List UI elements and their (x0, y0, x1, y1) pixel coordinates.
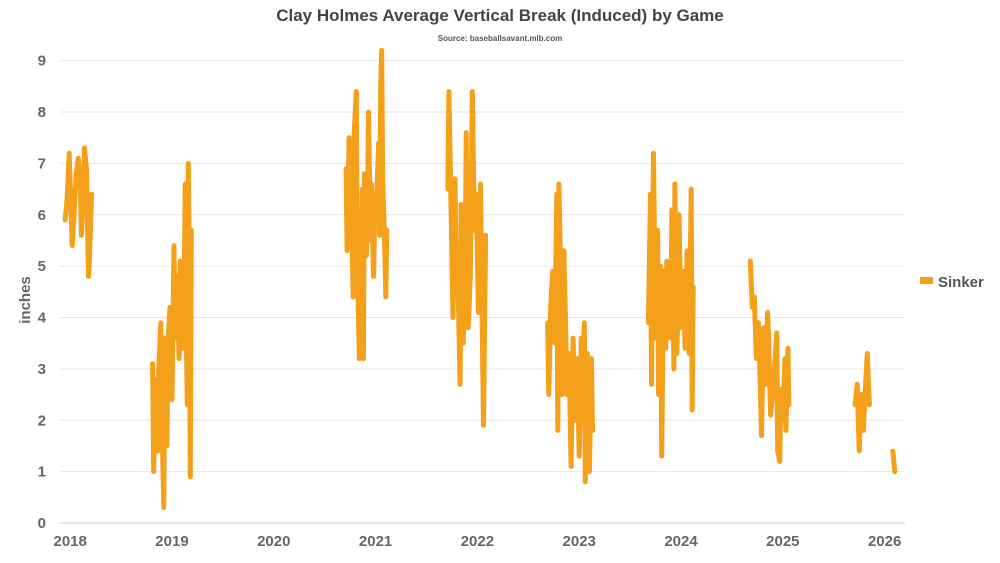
series-line-sinker (747, 258, 792, 464)
series-line-sinker (150, 160, 194, 511)
x-axis-ticks: 2018 2019 2020 2021 2022 2023 2024 2025 2026 (53, 533, 901, 550)
series-line-sinker (445, 89, 489, 428)
x-tick-label: 2026 (868, 533, 901, 550)
series-line-sinker (343, 47, 390, 362)
x-tick-label: 2025 (766, 533, 799, 550)
y-axis-label: inches (17, 276, 34, 324)
chart-subtitle: Source: baseballsavant.mlb.com (437, 34, 563, 43)
y-tick-label: 8 (38, 104, 46, 121)
legend-swatch-sinker (920, 277, 933, 284)
legend[interactable]: Sinker (920, 274, 984, 291)
series-line-sinker (545, 181, 595, 485)
y-tick-label: 9 (38, 53, 46, 70)
y-tick-label: 1 (38, 464, 46, 481)
y-tick-label: 3 (38, 361, 46, 378)
x-tick-label: 2019 (155, 533, 188, 550)
y-tick-label: 6 (38, 207, 46, 224)
chart-title: Clay Holmes Average Vertical Break (Indu… (276, 6, 724, 25)
series-line-sinker (645, 150, 696, 459)
y-axis-ticks: 0 1 2 3 4 5 6 7 8 9 (38, 53, 47, 532)
x-tick-label: 2023 (563, 533, 596, 550)
y-tick-label: 0 (38, 515, 46, 532)
y-tick-label: 4 (38, 310, 47, 327)
x-tick-label: 2020 (257, 533, 290, 550)
series-sinker (62, 47, 898, 511)
x-tick-label: 2024 (664, 533, 698, 550)
series-line-sinker (890, 448, 898, 475)
series-line-sinker (852, 351, 872, 454)
series-line-sinker (62, 145, 95, 279)
y-tick-label: 5 (38, 258, 46, 275)
y-tick-label: 7 (38, 155, 46, 172)
x-tick-label: 2018 (53, 533, 86, 550)
x-tick-label: 2021 (359, 533, 392, 550)
x-tick-label: 2022 (461, 533, 494, 550)
legend-label-sinker: Sinker (938, 274, 984, 291)
y-tick-label: 2 (38, 412, 46, 429)
